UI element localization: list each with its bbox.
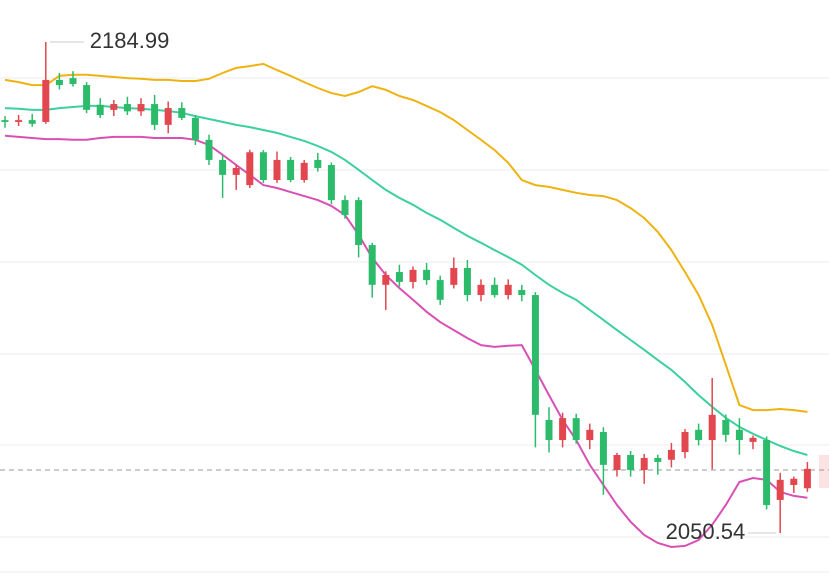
candle-body <box>368 245 376 285</box>
candle-body <box>654 457 662 462</box>
candle-body <box>55 79 63 86</box>
candle-body <box>191 117 199 140</box>
candle-body <box>708 414 716 441</box>
band-line <box>4 134 808 549</box>
candle-body <box>776 479 784 500</box>
candle-body <box>110 104 118 110</box>
candle-body <box>232 167 240 175</box>
candle-body <box>341 200 349 216</box>
candle-body <box>246 152 254 186</box>
candle-body <box>763 440 771 506</box>
candle-body <box>314 159 322 168</box>
candle-body <box>382 274 390 285</box>
candle-body <box>327 165 335 201</box>
candle-body <box>450 268 458 285</box>
candle-body <box>395 272 403 282</box>
candle-body <box>572 418 580 441</box>
candle-body <box>259 152 267 181</box>
candle-body <box>640 457 648 470</box>
candle-body <box>178 108 186 118</box>
candle-body <box>219 159 227 175</box>
candle-body <box>695 429 703 441</box>
candle-body <box>123 104 131 112</box>
candle-body <box>627 455 635 470</box>
candle-body <box>545 419 553 441</box>
candle-body <box>69 78 77 84</box>
candle-body <box>613 455 621 470</box>
candle-body <box>273 159 281 181</box>
price-tag <box>819 455 829 488</box>
candle-body <box>559 418 567 441</box>
candle-body <box>137 104 145 112</box>
band-line <box>4 62 808 413</box>
candle-body <box>436 280 444 300</box>
candle-body <box>491 284 499 296</box>
candle-body <box>42 79 50 122</box>
max-label: 2184.99 <box>90 28 170 53</box>
candle-body <box>803 468 811 489</box>
candle-body <box>96 104 104 116</box>
candle-body <box>164 108 172 125</box>
candle-body <box>1 120 9 122</box>
min-label: 2050.54 <box>666 519 746 544</box>
candle-body <box>722 419 730 435</box>
candle-body <box>15 120 23 122</box>
candle-body <box>790 478 798 485</box>
candle-body <box>205 139 213 160</box>
candle-body <box>749 437 757 442</box>
candle-body <box>531 295 539 415</box>
candle-body <box>586 429 594 441</box>
candle-body <box>287 159 295 181</box>
candle-body <box>477 284 485 296</box>
candle-body <box>423 269 431 281</box>
candle-body <box>463 268 471 296</box>
candle-body <box>599 432 607 465</box>
band-line <box>4 104 808 456</box>
candle-body <box>504 284 512 296</box>
candle-body <box>355 200 363 246</box>
candle-body <box>735 429 743 441</box>
candle-body <box>409 269 417 282</box>
candle-body <box>28 120 36 124</box>
candle-body <box>300 162 308 181</box>
candle-body <box>83 85 91 110</box>
candle-body <box>681 432 689 453</box>
candle-body <box>518 289 526 296</box>
candle-body <box>151 104 159 125</box>
candle-body <box>667 449 675 460</box>
